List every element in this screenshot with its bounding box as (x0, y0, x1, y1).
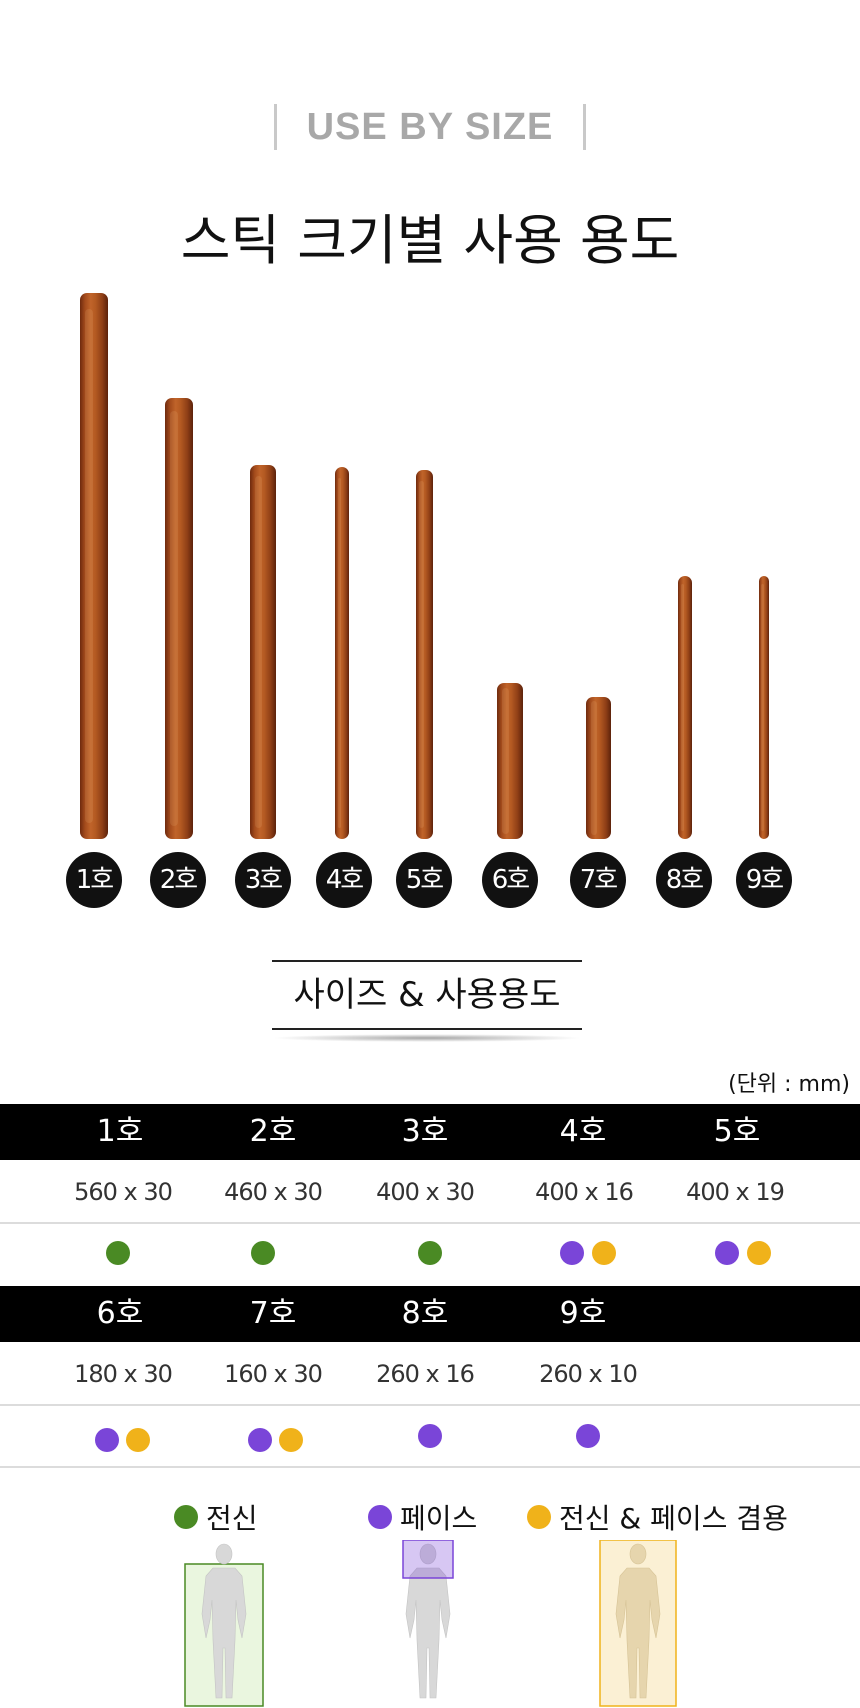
unit-label: (단위 : mm) (728, 1072, 850, 1097)
stick-1 (80, 293, 108, 839)
size-cell: 460 x 30 (224, 1178, 323, 1206)
use-dot-both (279, 1428, 303, 1452)
use-dot-face (95, 1428, 119, 1452)
use-dot-both (126, 1428, 150, 1452)
legend-label-both: 전신 & 페이스 겸용 (559, 1502, 788, 1535)
use-dot-full (106, 1241, 130, 1265)
use-dot-face (248, 1428, 272, 1452)
use-dot-full (418, 1241, 442, 1265)
legend-dot-both (527, 1505, 551, 1529)
divider (0, 1466, 860, 1468)
size-cell: 160 x 30 (224, 1360, 323, 1388)
stick-7 (586, 697, 611, 839)
table-header-row: 1호 2호 3호 4호 5호 (0, 1104, 860, 1160)
stick-number-badge: 5호 (396, 852, 452, 908)
size-cell: 260 x 16 (376, 1360, 475, 1388)
body-figure-both (599, 1540, 677, 1707)
table-header-cell: 4호 (559, 1114, 607, 1149)
page-title: 스틱 크기별 사용 용도 (180, 209, 680, 272)
stick-number-badge: 2호 (150, 852, 206, 908)
legend-label-full: 전신 (206, 1502, 258, 1535)
stick-2 (165, 398, 193, 839)
use-dot-face (576, 1424, 600, 1448)
use-dot-face (418, 1424, 442, 1448)
stick-number-badge: 8호 (656, 852, 712, 908)
divider (583, 104, 587, 150)
stick-number-badge: 1호 (66, 852, 122, 908)
table-header-cell: 7호 (249, 1296, 297, 1331)
legend-label-face: 페이스 (400, 1502, 478, 1535)
stick-3 (250, 465, 276, 839)
legend-full: 전신 (174, 1497, 258, 1537)
size-cell: 400 x 16 (535, 1178, 634, 1206)
legend-both: 전신 & 페이스 겸용 (527, 1497, 788, 1537)
table-header-cell: 8호 (401, 1296, 449, 1331)
stick-number-badge: 6호 (482, 852, 538, 908)
stick-6 (497, 683, 523, 839)
table-header-cell: 6호 (96, 1296, 144, 1331)
table-header-cell: 5호 (713, 1114, 761, 1149)
stick-5 (416, 470, 433, 839)
stick-8 (678, 576, 692, 839)
size-cell: 400 x 30 (376, 1178, 475, 1206)
size-cell: 560 x 30 (74, 1178, 173, 1206)
subtitle-shadow (272, 1034, 582, 1042)
table-header-row: 6호 7호 8호 9호 (0, 1286, 860, 1342)
size-cell: 260 x 10 (539, 1360, 638, 1388)
table-header-cell: 1호 (96, 1114, 144, 1149)
stick-9 (759, 576, 769, 839)
legend-face: 페이스 (368, 1497, 477, 1537)
stick-number-badge: 7호 (570, 852, 626, 908)
use-dot-full (251, 1241, 275, 1265)
table-header-cell: 2호 (249, 1114, 297, 1149)
section-subtitle: 사이즈 & 사용용도 (272, 960, 582, 1030)
divider (0, 1404, 860, 1406)
stick-number-badge: 4호 (316, 852, 372, 908)
table-header-cell: 3호 (401, 1114, 449, 1149)
use-dot-face (715, 1241, 739, 1265)
eyebrow: USE BY SIZE (0, 104, 860, 150)
use-dot-both (747, 1241, 771, 1265)
stick-4 (335, 467, 349, 839)
size-cell: 400 x 19 (686, 1178, 785, 1206)
table-header-cell: 9호 (559, 1296, 607, 1331)
divider (0, 1222, 860, 1224)
use-dot-both (592, 1241, 616, 1265)
size-cell: 180 x 30 (74, 1360, 173, 1388)
legend-dot-face (368, 1505, 392, 1529)
body-figure-full (184, 1543, 264, 1707)
use-dot-face (560, 1241, 584, 1265)
stick-number-badge: 9호 (736, 852, 792, 908)
body-figure-face (402, 1540, 454, 1699)
legend-dot-full (174, 1505, 198, 1529)
divider (273, 104, 277, 150)
eyebrow-text: USE BY SIZE (306, 105, 554, 148)
stick-number-badge: 3호 (235, 852, 291, 908)
